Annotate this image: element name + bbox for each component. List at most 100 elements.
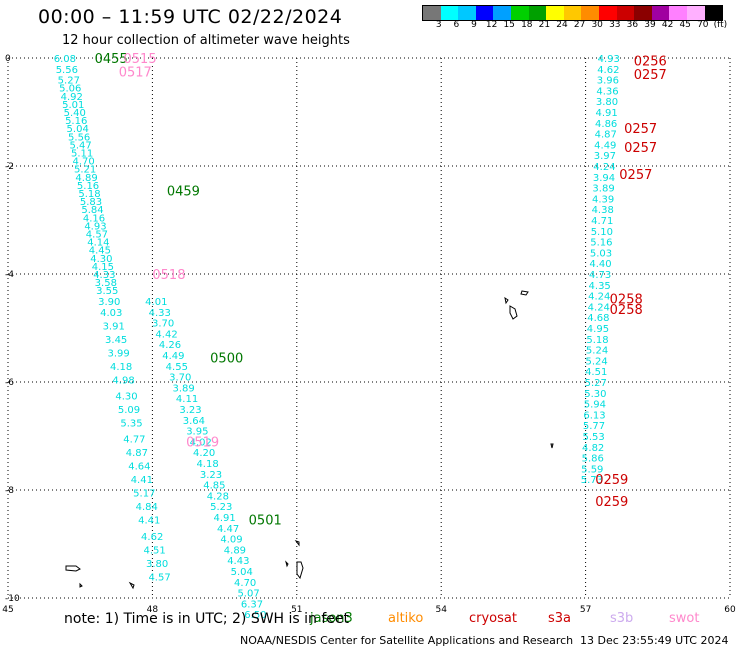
- x-tick-label: 51: [291, 605, 302, 615]
- swh-value: 4.39: [592, 194, 614, 205]
- swh-value: 3.80: [596, 97, 618, 108]
- colorbar-label: 27: [573, 20, 586, 30]
- colorbar-label: 45: [679, 20, 691, 30]
- swh-value: 4.41: [138, 516, 160, 527]
- pass-time-label: 0519: [186, 435, 219, 450]
- swh-value: 4.03: [100, 308, 122, 319]
- swh-value: 5.77: [583, 421, 605, 432]
- pass-time-label: 0459: [167, 184, 200, 199]
- swh-value: 4.33: [93, 270, 115, 281]
- footer-date: 13 Dec 23:55:49 UTC 2024: [580, 634, 729, 647]
- pass-time-label: 0500: [210, 352, 243, 367]
- colorbar-swatch: [616, 6, 635, 20]
- colorbar-swatch: [510, 6, 529, 20]
- swh-value: 4.45: [89, 246, 111, 257]
- colorbar-swatch: [458, 6, 476, 20]
- pass-time-labels: 0455051505170459051805000519050102560257…: [95, 52, 667, 529]
- colorbar-label: 30: [591, 20, 603, 30]
- swh-value: 4.24: [593, 162, 615, 173]
- swh-value: 4.02: [190, 437, 212, 448]
- pass-time-label: 0515: [124, 52, 157, 67]
- pass-time-label: 0501: [249, 514, 282, 529]
- legend-item-s3a: s3a: [548, 611, 572, 626]
- swh-value: 3.89: [592, 184, 614, 195]
- swh-value: 4.14: [87, 238, 109, 249]
- swh-value: 4.57: [86, 230, 108, 241]
- swh-value: 5.04: [231, 567, 253, 578]
- x-tick-label: 45: [2, 605, 13, 615]
- swh-value: 5.24: [586, 346, 608, 357]
- swh-value: 5.40: [64, 108, 86, 119]
- swh-value: 3.64: [183, 416, 205, 427]
- swh-value: 4.38: [592, 205, 614, 216]
- y-tick-label: -8: [5, 486, 14, 496]
- swh-value: 4.57: [148, 572, 170, 583]
- pass-time-label: 0455: [95, 52, 128, 67]
- swh-value: 5.06: [59, 84, 81, 95]
- colorbar-label: 24: [556, 20, 568, 30]
- swh-value: 3.23: [179, 405, 201, 416]
- swh-value: 4.55: [166, 362, 188, 373]
- swh-value: 5.16: [65, 116, 87, 127]
- swh-value: 4.18: [196, 459, 218, 470]
- island-outline: [285, 540, 304, 580]
- swh-value: 3.95: [186, 427, 208, 438]
- swh-value: 3.89: [173, 383, 195, 394]
- pass-time-label: 0257: [624, 122, 657, 137]
- colorbar-label: 3: [435, 20, 442, 30]
- swh-value: 5.94: [584, 400, 606, 411]
- swh-value: 4.51: [585, 367, 607, 378]
- swh-value: 5.09: [118, 405, 140, 416]
- swh-value: 4.11: [176, 394, 198, 405]
- legend-item-cryosat: cryosat: [469, 611, 517, 626]
- colorbar-swatch: [475, 6, 494, 20]
- colorbar-label: 70: [697, 20, 709, 30]
- island-outline: [504, 290, 529, 320]
- legend-item-altiko: altiko: [388, 611, 424, 626]
- swh-value: 4.70: [234, 578, 256, 589]
- swh-value: 4.93: [598, 54, 620, 65]
- y-tick-label: -2: [5, 162, 14, 172]
- colorbar-labels: 3 6 9 12 15 18 21 24 27 30 33 36 39 42 45 70 (ft): [422, 20, 740, 34]
- colorbar-swatch: [493, 6, 511, 20]
- swh-value: 5.53: [582, 432, 604, 443]
- swh-value: 4.49: [162, 351, 184, 362]
- swh-value: 3.45: [105, 335, 127, 346]
- swh-value: 5.21: [74, 165, 96, 176]
- colorbar-swatch: [423, 6, 441, 20]
- swh-value: 5.24: [586, 356, 608, 367]
- swh-value: 4.98: [112, 375, 134, 386]
- colorbar-label: 15: [503, 20, 515, 30]
- swh-value: 3.55: [96, 286, 118, 297]
- swh-value: 4.15: [92, 262, 114, 273]
- swh-value: 4.28: [207, 491, 229, 502]
- swh-value: 5.83: [80, 197, 102, 208]
- y-tick-label: -6: [5, 378, 14, 388]
- legend-item-jason3: jason3: [310, 611, 353, 626]
- colorbar-label: 36: [626, 20, 639, 30]
- swh-value: 5.56: [56, 65, 78, 76]
- y-tick-label: 0: [5, 54, 11, 64]
- colorbar-label: 39: [644, 20, 656, 30]
- swh-value: 5.04: [67, 124, 89, 135]
- swh-value: 6.13: [583, 410, 605, 421]
- swh-value: 3.70: [169, 373, 191, 384]
- x-tick-label: 60: [724, 605, 736, 615]
- swh-value: 4.95: [587, 324, 609, 335]
- colorbar-swatch: [686, 6, 705, 20]
- swh-value: 4.51: [144, 545, 166, 556]
- colorbar-swatch: [546, 6, 564, 20]
- swh-value: 5.18: [586, 335, 608, 346]
- swh-value: 5.56: [68, 132, 90, 143]
- swh-value: 3.96: [597, 76, 619, 87]
- swh-value: 5.16: [77, 181, 99, 192]
- colorbar-swatch: [598, 6, 617, 20]
- swh-value: 5.23: [210, 502, 232, 513]
- swh-value: 5.01: [62, 100, 84, 111]
- island-outline: [65, 565, 135, 590]
- swh-value: 3.91: [103, 321, 125, 332]
- swh-value: 5.03: [590, 248, 612, 259]
- swh-value: 4.71: [591, 216, 613, 227]
- swh-value: 4.91: [595, 108, 617, 119]
- pass-time-label: 0259: [595, 473, 628, 488]
